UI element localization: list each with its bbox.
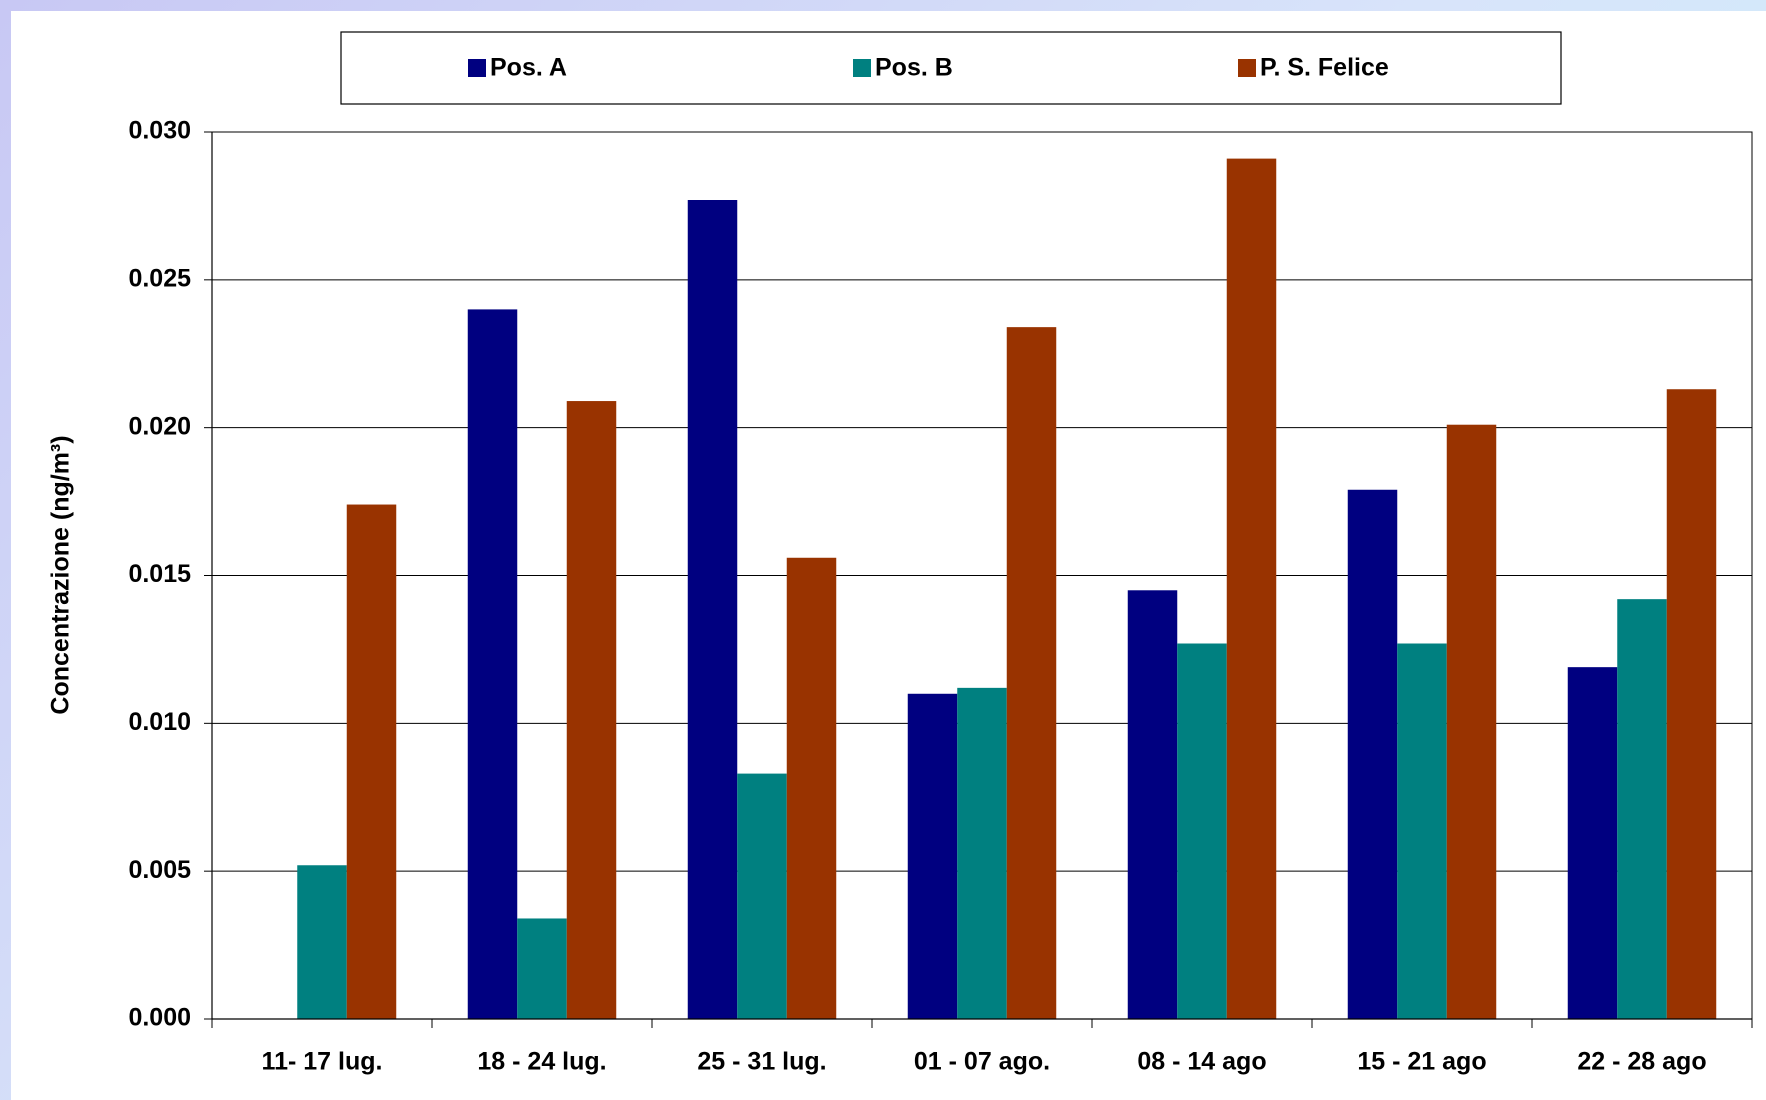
bar xyxy=(1617,599,1667,1019)
y-tick-label: 0.000 xyxy=(128,1004,191,1032)
bar xyxy=(566,401,617,1020)
bar xyxy=(1347,489,1398,1019)
bar xyxy=(737,773,787,1019)
bar xyxy=(907,693,958,1019)
x-tick-label: 11- 17 lug. xyxy=(262,1048,383,1076)
legend-label: Pos. A xyxy=(490,54,567,82)
bar xyxy=(346,504,397,1019)
bar xyxy=(1226,158,1277,1020)
x-tick-label: 18 - 24 lug. xyxy=(477,1048,606,1076)
bar xyxy=(297,865,347,1019)
y-axis-title: Concentrazione (ng/m³) xyxy=(47,435,75,714)
bar xyxy=(517,918,567,1019)
legend-swatch xyxy=(468,59,486,77)
x-tick-label: 25 - 31 lug. xyxy=(697,1048,826,1076)
bar xyxy=(1446,424,1497,1020)
x-tick-label: 08 - 14 ago xyxy=(1137,1048,1266,1076)
legend-label: Pos. B xyxy=(875,54,953,82)
chart-area xyxy=(11,11,1766,1100)
bar xyxy=(1127,590,1178,1019)
x-tick-label: 15 - 21 ago xyxy=(1357,1048,1486,1076)
bar xyxy=(1397,643,1447,1019)
bar xyxy=(1177,643,1227,1019)
bar xyxy=(1666,389,1717,1020)
x-tick-label: 22 - 28 ago xyxy=(1577,1048,1706,1076)
y-tick-label: 0.015 xyxy=(128,560,191,588)
y-tick-label: 0.005 xyxy=(128,856,191,884)
legend-swatch xyxy=(1238,59,1256,77)
y-tick-label: 0.020 xyxy=(128,412,191,440)
bar xyxy=(467,309,518,1019)
y-tick-label: 0.010 xyxy=(128,708,191,736)
bar xyxy=(1006,327,1057,1019)
bar xyxy=(957,687,1007,1019)
x-tick-label: 01 - 07 ago. xyxy=(914,1048,1050,1076)
bar xyxy=(687,200,738,1020)
y-tick-label: 0.025 xyxy=(128,264,191,292)
bar xyxy=(786,557,837,1019)
bar xyxy=(1567,667,1618,1019)
legend-swatch xyxy=(853,59,871,77)
legend-box xyxy=(340,31,1562,105)
legend-label: P. S. Felice xyxy=(1260,54,1389,82)
y-tick-label: 0.030 xyxy=(128,117,191,145)
